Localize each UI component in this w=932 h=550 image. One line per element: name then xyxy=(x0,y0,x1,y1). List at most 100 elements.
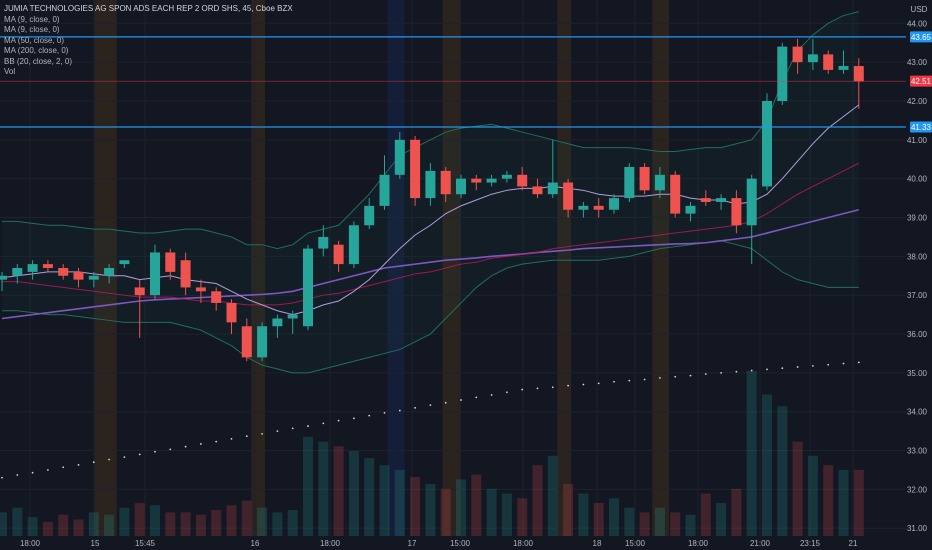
volume-bar xyxy=(609,498,619,536)
candle-body xyxy=(425,170,436,199)
volume-bar xyxy=(807,455,818,536)
y-tick-label: 34.00 xyxy=(907,408,928,417)
candle-body xyxy=(165,252,176,272)
price-axis[interactable] xyxy=(906,0,932,550)
volume-bar xyxy=(639,512,650,536)
y-tick-label: 40.00 xyxy=(907,175,928,184)
candle-body xyxy=(578,205,589,210)
hline-tag-label: 43.65 xyxy=(911,33,932,42)
candle-body xyxy=(333,244,344,265)
volume-bar xyxy=(440,488,451,536)
time-axis-labels: 18:00 15 15:45 16 18:00 17 15:00 18:00 18 15:00 18… xyxy=(20,539,858,548)
volume-bar xyxy=(700,493,711,536)
volume-ma-dot xyxy=(123,456,126,459)
volume-ma-dot xyxy=(735,370,738,373)
volume-ma-dot xyxy=(77,464,80,466)
candle-body xyxy=(287,314,298,319)
volume-bar xyxy=(563,484,574,536)
volume-bar xyxy=(150,505,160,536)
last-price-tag-bg xyxy=(910,75,932,87)
volume-ma-dot xyxy=(796,366,799,368)
candle-body xyxy=(670,174,681,214)
volume-ma-dot xyxy=(643,378,646,381)
candle-body xyxy=(838,66,849,70)
x-tick-label: 21:00 xyxy=(750,539,771,548)
candle-body xyxy=(364,205,375,226)
candle-body xyxy=(853,66,864,82)
volume-bar xyxy=(318,441,329,536)
volume-bar xyxy=(517,498,528,536)
bb-upper-line xyxy=(2,11,859,250)
volume-ma-dot xyxy=(720,371,722,374)
horizontal-lines[interactable] xyxy=(0,36,906,128)
volume-bar xyxy=(456,479,466,536)
x-tick-label: 16 xyxy=(251,539,260,548)
candle-body xyxy=(685,205,696,214)
volume-ma-dot xyxy=(291,427,294,430)
volume-bar xyxy=(532,465,543,536)
indicator-ma50[interactable]: MA (50, close, 0) xyxy=(4,35,65,45)
candle-body xyxy=(241,326,252,358)
volume-ma-dot xyxy=(200,443,202,445)
volume-bar xyxy=(838,469,849,536)
volume-ma-dot xyxy=(368,414,371,417)
volume-bar xyxy=(12,507,23,536)
x-tick-label: 15:00 xyxy=(450,539,471,548)
indicator-ma200[interactable]: MA (200, close, 0) xyxy=(4,46,69,55)
y-tick-label: 33.00 xyxy=(907,447,928,456)
indicator-bb[interactable]: BB (20, close, 2, 0) xyxy=(4,56,73,66)
candle-body xyxy=(73,271,84,280)
currency-label: USD xyxy=(911,5,928,14)
y-tick-label: 38.00 xyxy=(907,252,928,261)
candle-body xyxy=(257,326,268,358)
volume-bar xyxy=(211,510,222,536)
candle-body xyxy=(532,186,543,195)
candle-body xyxy=(27,264,38,272)
moving-averages xyxy=(1,104,860,320)
volume-bars xyxy=(0,370,864,536)
candle-body xyxy=(410,139,421,199)
volume-ma-dot xyxy=(307,425,309,427)
candle-body xyxy=(211,291,222,303)
volume-ma-dot xyxy=(414,406,416,409)
candle-body xyxy=(471,178,482,183)
volume-bar xyxy=(272,512,283,536)
volume-ma-dot xyxy=(521,388,524,391)
volume-ma-dot xyxy=(1,476,3,479)
candle-body xyxy=(716,198,727,202)
time-axis[interactable] xyxy=(0,536,906,550)
candle-body xyxy=(456,178,466,195)
session-band-5 xyxy=(652,0,670,536)
x-tick-label: 15:00 xyxy=(625,539,646,548)
indicator-ma9-a[interactable]: MA (9, close, 0) xyxy=(4,14,60,24)
volume-ma-dot xyxy=(582,383,585,386)
volume-ma-dot xyxy=(613,380,615,383)
volume-bar xyxy=(593,502,604,536)
candle-body xyxy=(88,275,99,280)
volume-bar xyxy=(165,512,176,536)
candle-body xyxy=(807,54,818,63)
volume-ma-dot xyxy=(506,391,508,394)
indicator-volume[interactable]: Vol xyxy=(4,67,16,76)
volume-bar xyxy=(578,493,589,536)
candle-body xyxy=(700,198,711,202)
ma50-line xyxy=(2,162,860,306)
volume-ma-dot xyxy=(184,445,187,448)
volume-bar xyxy=(241,500,252,536)
candle-body xyxy=(609,198,619,210)
indicator-ma9-b[interactable]: MA (9, close, 0) xyxy=(4,25,60,34)
volume-bar xyxy=(716,502,727,536)
y-tick-label: 42.00 xyxy=(907,97,928,106)
volume-ma-dot xyxy=(276,430,279,433)
volume-bar xyxy=(226,505,237,536)
volume-ma-dot xyxy=(138,453,141,456)
volume-ma-dot xyxy=(827,363,830,366)
y-tick-label: 39.00 xyxy=(907,214,928,223)
candle-body xyxy=(823,54,834,70)
volume-ma-dot xyxy=(215,440,218,443)
volume-bar xyxy=(27,517,38,536)
price-axis-labels: 31.00 32.00 33.00 34.00 35.00 36.00 37.00 38.00… xyxy=(907,19,928,533)
volume-bar xyxy=(119,507,130,536)
volume-ma-dot xyxy=(261,432,263,435)
